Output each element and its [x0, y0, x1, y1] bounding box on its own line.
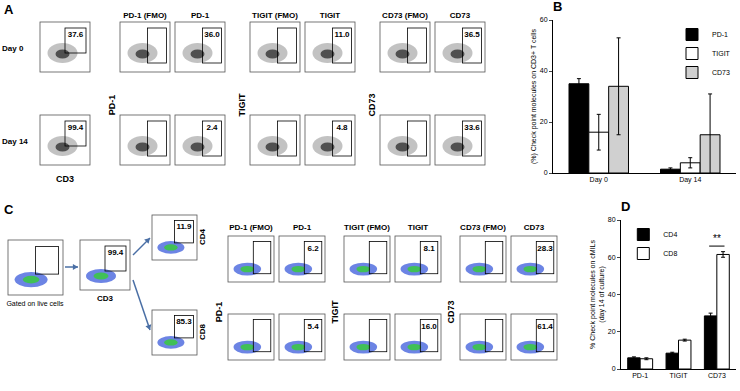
svg-text:99.4: 99.4	[108, 248, 124, 257]
svg-text:Day 0: Day 0	[2, 44, 24, 53]
svg-text:2.4: 2.4	[206, 123, 218, 132]
svg-text:4.8: 4.8	[336, 123, 348, 132]
svg-text:TIGIT: TIGIT	[670, 372, 689, 379]
svg-text:28.3: 28.3	[537, 244, 553, 253]
svg-text:TIGIT: TIGIT	[330, 300, 340, 323]
svg-text:B: B	[553, 0, 562, 14]
svg-text:11.9: 11.9	[176, 222, 192, 231]
svg-text:CD73: CD73	[450, 11, 471, 20]
svg-text:PD-1 (FMO): PD-1 (FMO)	[123, 11, 167, 20]
svg-text:36.0: 36.0	[204, 30, 220, 39]
svg-text:8.1: 8.1	[423, 244, 435, 253]
svg-text:D: D	[621, 200, 630, 214]
svg-text:CD73: CD73	[367, 93, 377, 116]
svg-text:61.4: 61.4	[537, 322, 553, 331]
svg-text:% Check point molecules on cMI: % Check point molecules on cMILs(day 14 …	[589, 240, 606, 349]
svg-text:33.6: 33.6	[464, 123, 480, 132]
svg-text:PD-1 (FMO): PD-1 (FMO)	[229, 223, 273, 232]
svg-text:CD8: CD8	[663, 250, 677, 257]
svg-text:99.4: 99.4	[68, 123, 84, 132]
svg-text:80: 80	[608, 216, 616, 223]
svg-text:TIGIT (FMO): TIGIT (FMO)	[252, 11, 298, 20]
svg-text:(%) Check point molecules on C: (%) Check point molecules on CD3+ T cell…	[530, 29, 538, 164]
svg-text:**: **	[713, 233, 721, 244]
svg-text:0: 0	[544, 169, 548, 176]
svg-text:CD73: CD73	[446, 300, 456, 323]
svg-text:20: 20	[608, 328, 616, 335]
svg-text:PD-1: PD-1	[191, 11, 210, 20]
svg-text:0: 0	[612, 365, 616, 372]
svg-text:85.3: 85.3	[176, 317, 192, 326]
svg-text:40: 40	[540, 67, 548, 74]
svg-text:Gated on live cells: Gated on live cells	[6, 300, 64, 307]
svg-text:PD-1: PD-1	[293, 223, 312, 232]
svg-text:TIGIT (FMO): TIGIT (FMO)	[344, 223, 390, 232]
svg-text:CD4: CD4	[663, 231, 677, 238]
svg-text:PD-1: PD-1	[107, 95, 117, 116]
svg-text:CD73 (FMO): CD73 (FMO)	[460, 223, 506, 232]
svg-text:TIGIT: TIGIT	[712, 50, 731, 57]
svg-text:CD4: CD4	[198, 228, 207, 245]
svg-text:CD3: CD3	[56, 174, 74, 184]
svg-text:TIGIT: TIGIT	[320, 11, 341, 20]
svg-text:Day 0: Day 0	[590, 176, 608, 184]
svg-text:CD73: CD73	[524, 223, 545, 232]
svg-text:16.0: 16.0	[421, 322, 437, 331]
svg-text:40: 40	[608, 291, 616, 298]
svg-text:PD-1: PD-1	[214, 302, 224, 323]
svg-text:TIGIT: TIGIT	[408, 223, 429, 232]
svg-text:C: C	[4, 202, 14, 217]
svg-text:11.0: 11.0	[334, 30, 350, 39]
svg-text:37.6: 37.6	[68, 30, 84, 39]
svg-text:Day 14: Day 14	[2, 137, 28, 146]
svg-text:Day 14: Day 14	[679, 176, 701, 184]
svg-text:6.2: 6.2	[307, 244, 319, 253]
svg-text:PD-1: PD-1	[712, 31, 728, 38]
svg-text:36.5: 36.5	[464, 30, 480, 39]
svg-text:5.4: 5.4	[307, 322, 319, 331]
svg-text:TIGIT: TIGIT	[237, 93, 247, 116]
svg-text:PD-1: PD-1	[632, 372, 648, 379]
svg-text:CD73: CD73	[712, 69, 730, 76]
svg-text:20: 20	[540, 118, 548, 125]
svg-text:60: 60	[540, 16, 548, 23]
svg-text:60: 60	[608, 254, 616, 261]
svg-text:CD3: CD3	[97, 294, 114, 303]
svg-text:A: A	[4, 2, 14, 17]
svg-text:CD8: CD8	[198, 323, 207, 340]
svg-text:CD73 (FMO): CD73 (FMO)	[382, 11, 428, 20]
svg-text:CD73: CD73	[708, 372, 726, 379]
